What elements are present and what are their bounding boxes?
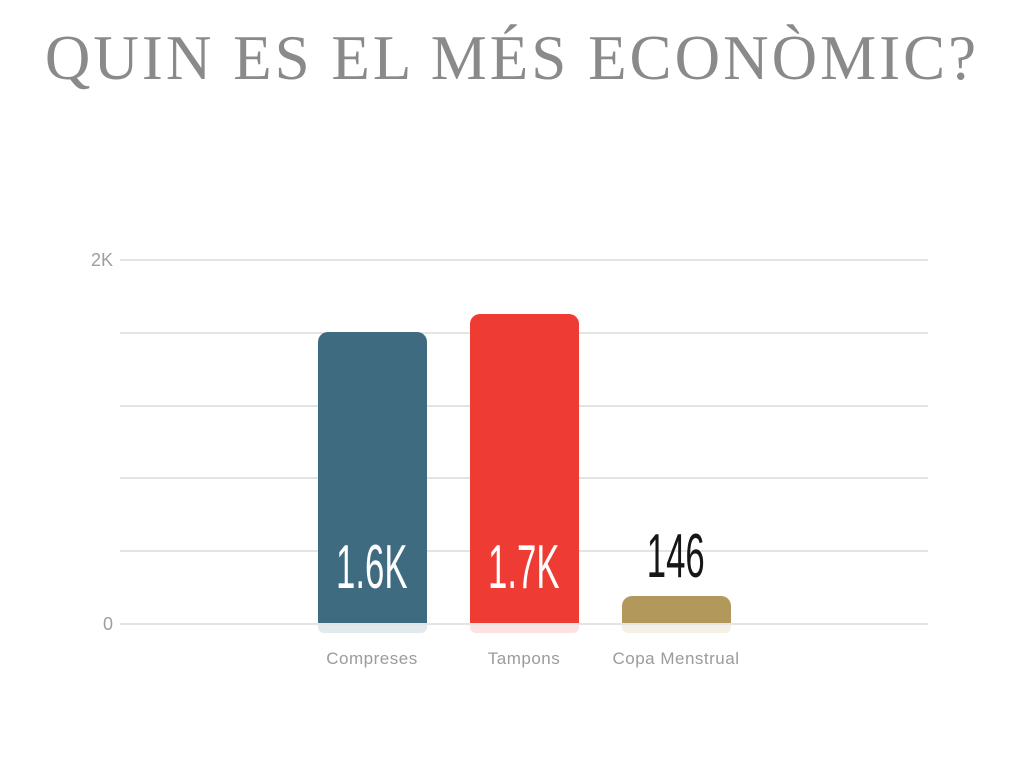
bar-value-text: 146 <box>647 521 705 591</box>
bar-value-label: 146 <box>576 522 776 591</box>
x-axis-category-label: Tampons <box>487 649 561 668</box>
gridline <box>120 259 928 261</box>
bar-compreses <box>317 331 427 623</box>
bar-baseline-tint <box>621 625 731 633</box>
slide-title: QUIN ES EL MÉS ECONÒMIC? <box>44 23 980 93</box>
bar-value-text: 1.7K <box>488 532 560 602</box>
bar-baseline-tint <box>317 625 427 633</box>
y-axis-tick-label: 2K <box>90 250 113 270</box>
bar-value-label: 1.7K <box>424 533 624 602</box>
bar-value-text: 1.6K <box>336 532 408 602</box>
x-axis-category-label: Compreses <box>326 649 418 668</box>
x-axis-line <box>120 623 928 625</box>
bar-value-label: 1.6K <box>272 533 472 602</box>
bar-tampons <box>469 313 579 623</box>
x-axis-category-label: Copa Menstrual <box>612 649 740 668</box>
y-axis-tick-label: 0 <box>102 614 113 634</box>
bar-baseline-tint <box>469 625 579 633</box>
bar-copa-menstrual <box>621 596 731 623</box>
